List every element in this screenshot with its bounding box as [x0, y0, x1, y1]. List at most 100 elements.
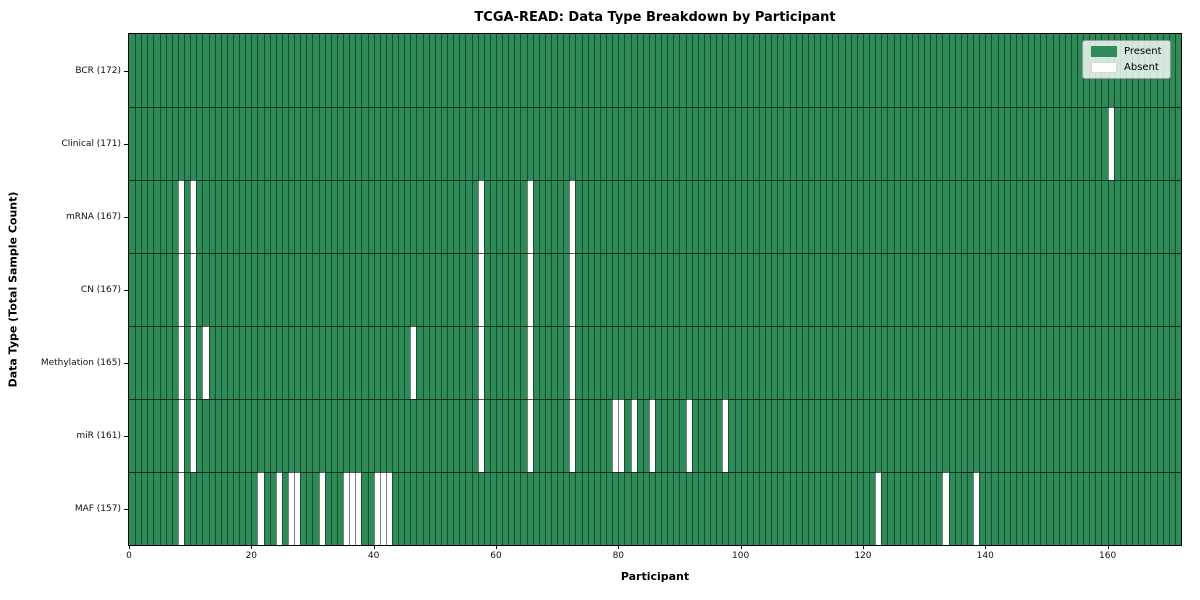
- cell-gridline: [239, 34, 241, 545]
- cell-gridline: [722, 34, 724, 545]
- cell-gridline: [483, 34, 485, 545]
- cell-gridline: [593, 34, 595, 545]
- x-tick-mark: [1107, 545, 1109, 549]
- cell-gridline: [557, 34, 559, 545]
- cell-gridline: [667, 34, 669, 545]
- cell-gridline: [1132, 34, 1134, 545]
- absent-cell: [177, 399, 185, 472]
- cell-gridline: [569, 34, 571, 545]
- cell-gridline: [220, 34, 222, 545]
- cell-gridline: [930, 34, 932, 545]
- x-tick-label: 160: [1099, 551, 1117, 561]
- cell-gridline: [379, 34, 381, 545]
- cell-gridline: [618, 34, 620, 545]
- cell-gridline: [184, 34, 186, 545]
- cell-gridline: [343, 34, 345, 545]
- cell-gridline: [997, 34, 999, 545]
- absent-cell: [722, 399, 729, 472]
- y-tick-label: Methylation (165): [40, 357, 121, 368]
- cell-gridline: [514, 34, 516, 545]
- row-divider: [129, 472, 1181, 473]
- cell-gridline: [899, 34, 901, 545]
- cell-gridline: [1089, 34, 1091, 545]
- cell-gridline: [679, 34, 681, 545]
- cell-gridline: [171, 34, 173, 545]
- cell-gridline: [905, 34, 907, 545]
- cell-gridline: [881, 34, 883, 545]
- cell-gridline: [844, 34, 846, 545]
- cell-gridline: [251, 34, 253, 545]
- absent-cell: [318, 472, 325, 545]
- cell-gridline: [208, 34, 210, 545]
- row-divider: [129, 253, 1181, 254]
- cell-gridline: [281, 34, 283, 545]
- x-tick-mark: [373, 545, 375, 549]
- cell-gridline: [471, 34, 473, 545]
- cell-gridline: [495, 34, 497, 545]
- cell-gridline: [624, 34, 626, 545]
- y-tick-mark: [124, 362, 129, 364]
- cell-gridline: [159, 34, 161, 545]
- cell-gridline: [954, 34, 956, 545]
- cell-gridline: [942, 34, 944, 545]
- cell-gridline: [312, 34, 314, 545]
- cell-gridline: [1113, 34, 1115, 545]
- cell-gridline: [1028, 34, 1030, 545]
- cell-gridline: [734, 34, 736, 545]
- cell-gridline: [606, 34, 608, 545]
- cell-gridline: [300, 34, 302, 545]
- cell-gridline: [404, 34, 406, 545]
- cell-gridline: [153, 34, 155, 545]
- cell-gridline: [288, 34, 290, 545]
- cell-gridline: [777, 34, 779, 545]
- cell-gridline: [477, 34, 479, 545]
- cell-gridline: [966, 34, 968, 545]
- cell-gridline: [807, 34, 809, 545]
- absent-cell: [648, 399, 655, 472]
- absent-cell: [385, 472, 392, 545]
- y-tick-mark: [124, 216, 129, 218]
- absent-cell: [275, 472, 282, 545]
- absent-cell: [973, 472, 980, 545]
- y-tick-label: CN (167): [80, 284, 121, 295]
- cell-gridline: [1107, 34, 1109, 545]
- cell-gridline: [856, 34, 858, 545]
- cell-gridline: [563, 34, 565, 545]
- x-tick-label: 0: [126, 551, 132, 561]
- cell-gridline: [838, 34, 840, 545]
- legend-entry-absent: Absent: [1091, 62, 1162, 73]
- cell-gridline: [1015, 34, 1017, 545]
- absent-cell: [526, 180, 533, 253]
- absent-cell: [526, 253, 533, 326]
- absent-cell: [410, 326, 417, 399]
- absent-cell: [477, 399, 484, 472]
- cell-gridline: [336, 34, 338, 545]
- cell-gridline: [1125, 34, 1127, 545]
- cell-gridline: [710, 34, 712, 545]
- cell-gridline: [135, 34, 137, 545]
- legend-label-present: Present: [1124, 46, 1162, 57]
- cell-gridline: [1162, 34, 1164, 545]
- absent-cell: [190, 180, 197, 253]
- absent-cell: [569, 253, 576, 326]
- cell-gridline: [918, 34, 919, 545]
- x-axis-label: Participant: [620, 570, 690, 583]
- cell-gridline: [979, 34, 981, 545]
- cell-gridline: [1156, 34, 1158, 545]
- cell-gridline: [924, 34, 926, 545]
- cell-gridline: [1144, 34, 1146, 545]
- row-divider: [129, 326, 1181, 327]
- cell-gridline: [795, 34, 797, 545]
- cell-gridline: [862, 34, 864, 545]
- absent-cell: [630, 399, 637, 472]
- absent-cell: [569, 326, 576, 399]
- cell-gridline: [936, 34, 938, 545]
- cell-gridline: [1009, 34, 1011, 545]
- cell-gridline: [814, 34, 816, 545]
- cell-gridline: [826, 34, 828, 545]
- cell-gridline: [1077, 34, 1079, 545]
- cell-gridline: [508, 34, 510, 545]
- x-tick-mark: [985, 545, 987, 549]
- cell-gridline: [147, 34, 149, 545]
- x-tick-label: 60: [490, 551, 502, 561]
